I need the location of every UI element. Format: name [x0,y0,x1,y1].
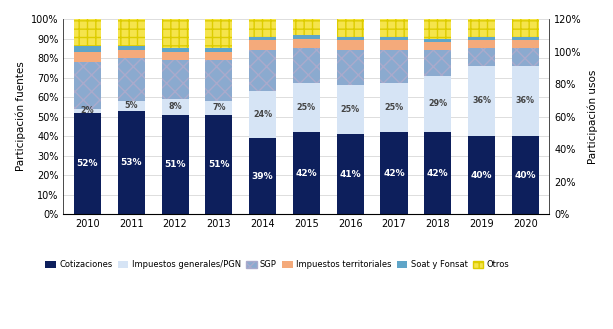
Bar [249,138,276,214]
Y-axis label: Participación usos: Participación usos [587,69,598,164]
Bar [161,99,189,114]
Bar [381,50,408,83]
Text: 42%: 42% [427,168,449,178]
Legend: Cotizaciones, Impuestos generales/PGN, SGP, Impuestos territoriales, Soat y Fons: Cotizaciones, Impuestos generales/PGN, S… [42,257,513,272]
Bar [512,48,539,66]
Bar [293,48,320,83]
Bar [424,19,451,38]
Bar [468,48,495,66]
Bar [381,40,408,50]
Text: 29%: 29% [428,99,447,108]
Bar [337,19,364,37]
Bar [205,52,232,60]
Bar [381,132,408,214]
Bar [337,40,364,50]
Bar [205,101,232,114]
Bar [512,19,539,37]
Bar [337,85,364,134]
Bar [337,134,364,214]
Bar [381,19,408,37]
Bar [468,37,495,40]
Text: 8%: 8% [168,102,182,111]
Text: 36%: 36% [472,96,491,105]
Text: 39%: 39% [252,171,273,181]
Text: 2%: 2% [81,106,94,115]
Bar [293,83,320,132]
Bar [161,114,189,214]
Bar [118,111,145,214]
Bar [424,76,451,132]
Bar [512,37,539,40]
Bar [205,19,232,48]
Bar [249,37,276,40]
Bar [424,50,451,76]
Bar [512,136,539,214]
Text: 25%: 25% [297,103,316,112]
Text: 40%: 40% [515,170,536,180]
Bar [337,50,364,85]
Bar [468,40,495,48]
Y-axis label: Participación fuentes: Participación fuentes [15,62,26,171]
Bar [205,60,232,101]
Bar [249,19,276,37]
Bar [468,66,495,136]
Bar [74,46,101,52]
Bar [424,38,451,42]
Text: 51%: 51% [164,160,186,169]
Bar [293,19,320,35]
Bar [161,52,189,60]
Bar [424,132,451,214]
Bar [512,66,539,136]
Bar [249,91,276,138]
Bar [381,83,408,132]
Bar [118,58,145,101]
Text: 42%: 42% [295,168,318,178]
Bar [74,62,101,109]
Bar [512,40,539,48]
Bar [74,109,101,113]
Bar [337,37,364,40]
Text: 51%: 51% [208,160,230,169]
Bar [118,19,145,46]
Bar [161,48,189,52]
Bar [249,40,276,50]
Text: 25%: 25% [384,103,403,112]
Bar [118,50,145,58]
Bar [293,35,320,38]
Text: 24%: 24% [253,110,272,119]
Bar [161,60,189,99]
Text: 41%: 41% [340,169,361,179]
Text: 7%: 7% [212,103,226,112]
Bar [118,101,145,111]
Bar [161,19,189,48]
Bar [74,52,101,62]
Bar [74,113,101,214]
Bar [74,19,101,46]
Text: 52%: 52% [77,159,98,168]
Bar [424,42,451,50]
Text: 36%: 36% [516,96,535,105]
Bar [249,50,276,91]
Bar [293,132,320,214]
Bar [468,136,495,214]
Text: 40%: 40% [471,170,492,180]
Bar [205,48,232,52]
Text: 5%: 5% [124,101,138,110]
Bar [118,46,145,50]
Bar [381,37,408,40]
Text: 25%: 25% [341,105,360,114]
Bar [293,38,320,48]
Text: 53%: 53% [121,158,142,167]
Bar [468,19,495,37]
Text: 42%: 42% [383,168,405,178]
Bar [205,114,232,214]
